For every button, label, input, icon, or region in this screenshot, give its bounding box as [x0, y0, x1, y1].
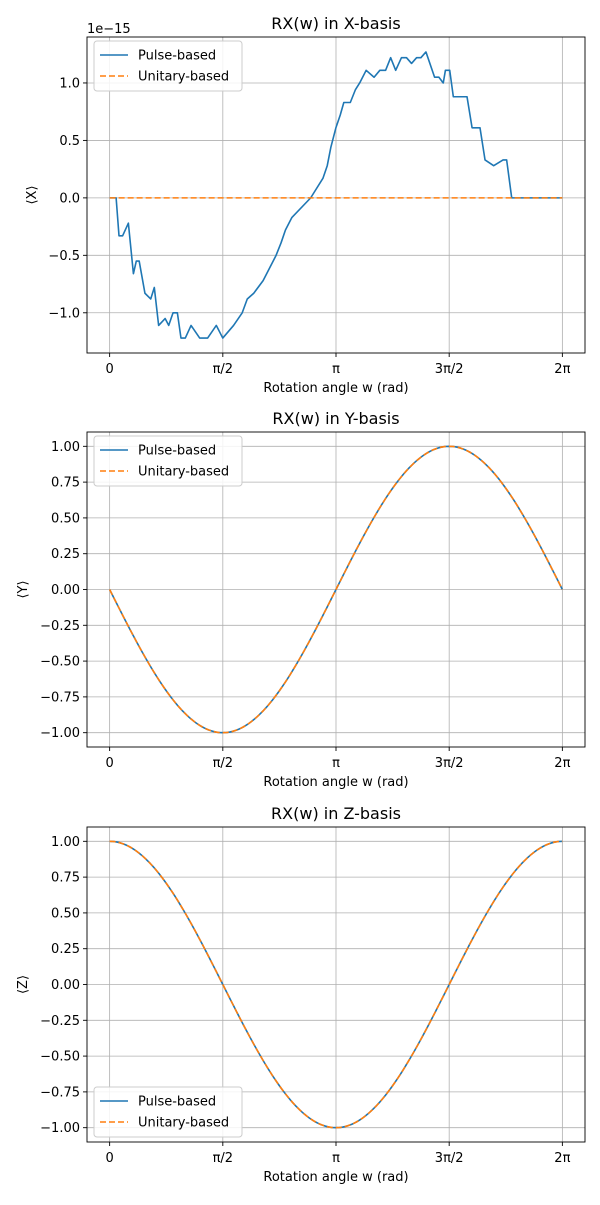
y-tick-label: −0.25: [40, 1014, 80, 1029]
x-tick-label: 0: [105, 1151, 113, 1166]
y-tick-label: 0.0: [59, 191, 80, 206]
y-tick-label: 0.00: [51, 583, 80, 598]
legend-label-unitary-based: Unitary-based: [138, 465, 229, 480]
x-tick-label: 3π/2: [435, 1151, 464, 1166]
legend-box: [93, 40, 243, 92]
chart-svg: 0 π/2 π 3π/2 2π −1.00 −0.75 −0.50 −0.25 0.00 0.25 0…: [16, 409, 586, 790]
chart-svg: 0 π/2 π 3π/2 2π −1.0 −0.5 0.0 0.5 1.0 RX(w) in X-b…: [25, 14, 586, 396]
x-tick-label: 2π: [554, 362, 570, 377]
legend-label-pulse-based: Pulse-based: [138, 49, 216, 64]
chart-y-basis: 0 π/2 π 3π/2 2π −1.00 −0.75 −0.50 −0.25 0.00 0.25 0…: [0, 395, 600, 795]
y-axis-label: ⟨X⟩: [25, 185, 40, 204]
y-tick-label: −1.00: [40, 726, 80, 741]
y-tick-label: 0.00: [51, 978, 80, 993]
chart-title: RX(w) in X-basis: [271, 14, 400, 33]
y-tick-label: 0.5: [59, 134, 80, 149]
series-line-pulse-based: [109, 51, 563, 339]
x-tick-label: 0: [105, 362, 113, 377]
x-tick-label: π: [332, 1151, 340, 1166]
y-tick-label: −1.0: [48, 306, 80, 321]
series-line-unitary-based: [109, 840, 563, 1129]
x-tick-label: 2π: [554, 756, 570, 771]
x-tick-label: π/2: [213, 756, 233, 771]
legend-label-unitary-based: Unitary-based: [138, 1116, 229, 1131]
y-tick-label: 0.25: [51, 547, 80, 562]
legend: Pulse-based Unitary-based: [93, 40, 243, 92]
x-tick-label: 2π: [554, 1151, 570, 1166]
y-tick-label: 1.0: [59, 76, 80, 91]
y-axis-label: ⟨Y⟩: [16, 580, 31, 598]
y-axis-label: ⟨Z⟩: [16, 975, 31, 994]
x-tick-label: π/2: [213, 362, 233, 377]
x-axis-label: Rotation angle w (rad): [263, 381, 408, 396]
legend-label-pulse-based: Pulse-based: [138, 444, 216, 459]
x-tick-label: 0: [105, 756, 113, 771]
y-tick-label: −0.25: [40, 619, 80, 634]
chart-svg: 0 π/2 π 3π/2 2π −1.00 −0.75 −0.50 −0.25 0.00 0.25 0…: [16, 804, 586, 1185]
y-tick-label: 0.50: [51, 906, 80, 921]
y-tick-label: −0.75: [40, 690, 80, 705]
x-axis-label: Rotation angle w (rad): [263, 1170, 408, 1185]
y-tick-label: 0.75: [51, 871, 80, 886]
y-tick-label: 0.25: [51, 942, 80, 957]
chart-title: RX(w) in Z-basis: [271, 804, 401, 823]
y-tick-label: 0.75: [51, 476, 80, 491]
legend-box: [93, 1086, 243, 1138]
chart-z-basis: 0 π/2 π 3π/2 2π −1.00 −0.75 −0.50 −0.25 0.00 0.25 0…: [0, 790, 600, 1200]
y-tick-label: −0.75: [40, 1085, 80, 1100]
chart-title: RX(w) in Y-basis: [272, 409, 399, 428]
y-offset-label: 1e−15: [87, 22, 131, 37]
y-tick-label: −0.50: [40, 655, 80, 670]
legend-box: [93, 435, 243, 487]
legend-label-pulse-based: Pulse-based: [138, 1095, 216, 1110]
x-tick-label: 3π/2: [435, 756, 464, 771]
legend-label-unitary-based: Unitary-based: [138, 70, 229, 85]
legend: Pulse-based Unitary-based: [93, 435, 243, 487]
x-axis-label: Rotation angle w (rad): [263, 775, 408, 790]
y-tick-label: −1.00: [40, 1121, 80, 1136]
y-tick-label: 1.00: [51, 835, 80, 850]
y-tick-label: −0.50: [40, 1050, 80, 1065]
legend: Pulse-based Unitary-based: [93, 1086, 243, 1138]
series-line-unitary-based: [108, 445, 564, 734]
x-tick-label: π: [332, 756, 340, 771]
chart-x-basis: 0 π/2 π 3π/2 2π −1.0 −0.5 0.0 0.5 1.0 RX(w) in X-b…: [0, 0, 600, 400]
y-tick-label: 0.50: [51, 511, 80, 526]
x-tick-label: π/2: [213, 1151, 233, 1166]
x-tick-label: π: [332, 362, 340, 377]
y-tick-label: 1.00: [51, 440, 80, 455]
x-tick-label: 3π/2: [435, 362, 464, 377]
y-tick-label: −0.5: [48, 249, 80, 264]
